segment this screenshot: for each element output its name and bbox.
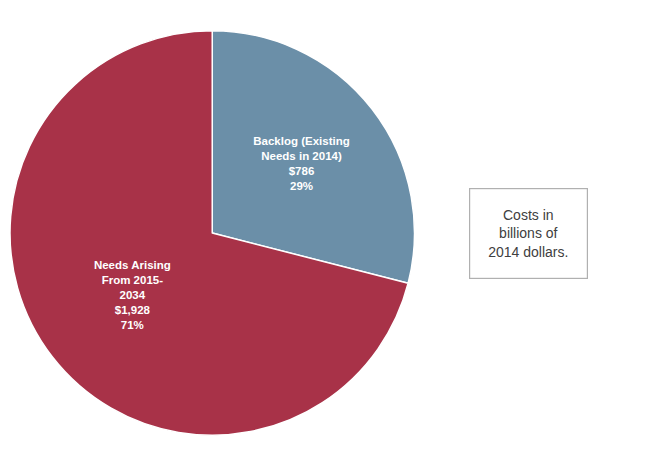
svg-text:Costs inbillions of2014 dollar: Costs inbillions of2014 dollars. [488, 207, 568, 259]
svg-text:Backlog (ExistingNeeds in 2014: Backlog (ExistingNeeds in 2014)$78629% [253, 135, 350, 192]
svg-text:Needs ArisingFrom 2015-2034$1,: Needs ArisingFrom 2015-2034$1,92871% [94, 259, 171, 331]
